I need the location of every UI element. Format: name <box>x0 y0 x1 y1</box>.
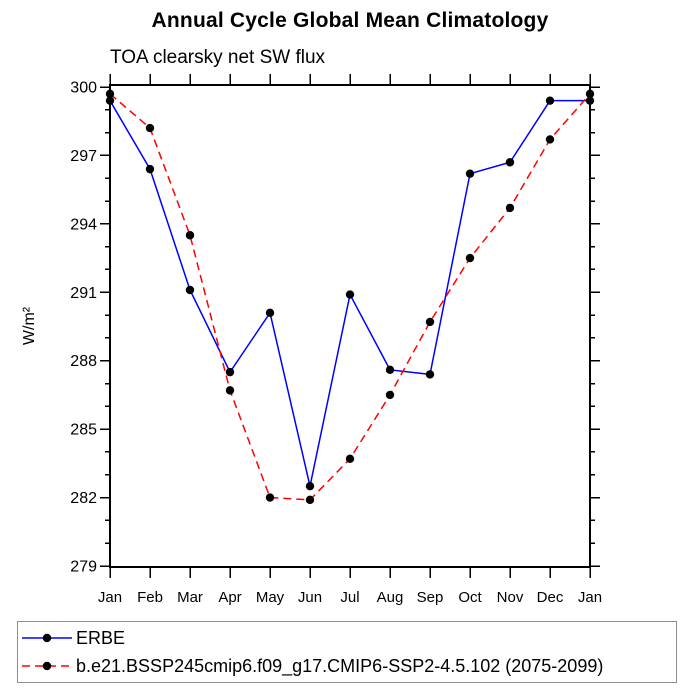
x-tick-label: Oct <box>458 589 482 606</box>
y-tick-label: 300 <box>70 80 97 97</box>
data-point <box>265 308 275 318</box>
legend-marker-dot <box>42 633 52 643</box>
y-axis-label: W/m² <box>21 306 38 345</box>
x-tick-label: Jun <box>298 589 322 606</box>
data-point <box>465 253 475 263</box>
x-tick-label: Apr <box>218 589 241 606</box>
data-point <box>185 285 195 295</box>
data-point <box>345 454 355 463</box>
data-point <box>385 390 395 400</box>
y-tick-label: 285 <box>70 422 97 439</box>
data-point <box>145 164 155 174</box>
y-tick-label: 291 <box>70 285 97 302</box>
data-point <box>225 367 235 377</box>
legend-label-model: b.e21.BSSP245cmip6.f09_g17.CMIP6-SSP2-4.… <box>76 655 604 676</box>
x-tick-label: Jan <box>578 589 602 606</box>
data-point <box>105 96 115 105</box>
x-tick-label: Aug <box>377 589 404 606</box>
x-tick-label: Sep <box>417 589 444 606</box>
legend-line-sample-dashed <box>22 661 72 671</box>
x-tick-label: Mar <box>177 589 203 606</box>
legend-item-erbe: ERBE <box>20 624 676 652</box>
data-point <box>185 231 195 240</box>
data-point <box>265 493 275 502</box>
data-point <box>585 89 595 99</box>
plot-box <box>109 84 591 568</box>
y-tick-label: 279 <box>70 559 97 576</box>
y-tick-label: 282 <box>70 490 97 507</box>
y-tick-label: 288 <box>70 353 97 370</box>
chart-subtitle: TOA clearsky net SW flux <box>110 47 326 68</box>
data-point <box>585 96 595 105</box>
data-point <box>305 495 315 505</box>
data-point <box>225 386 235 395</box>
legend-box: ERBE b.e21.BSSP245cmip6.f09_g17.CMIP6-SS… <box>17 621 677 683</box>
data-point <box>505 203 515 213</box>
data-point <box>465 169 475 178</box>
x-tick-label: Dec <box>537 589 564 606</box>
data-point <box>105 89 115 99</box>
line-chart-plot: 279 282 285 288 291 294 297 300 Jan Feb Mar Apr May J… <box>21 74 602 606</box>
legend-line-sample-solid <box>22 633 72 643</box>
data-point <box>145 123 155 133</box>
x-tick-label: Nov <box>497 589 524 606</box>
x-tick-label: May <box>256 589 285 606</box>
data-point <box>545 96 555 105</box>
legend-label-erbe: ERBE <box>76 627 126 648</box>
legend-item-model: b.e21.BSSP245cmip6.f09_g17.CMIP6-SSP2-4.… <box>20 652 676 680</box>
y-tick-label: 297 <box>70 148 97 165</box>
data-point <box>385 365 395 375</box>
y-tick-label: 294 <box>70 216 97 233</box>
data-point <box>505 158 515 167</box>
data-point <box>345 290 355 299</box>
data-point <box>305 481 315 491</box>
x-tick-label: Jan <box>98 589 122 606</box>
chart-title: Annual Cycle Global Mean Climatology <box>151 9 549 32</box>
data-point <box>425 317 435 327</box>
x-tick-label: Feb <box>137 589 163 606</box>
data-point <box>545 135 555 144</box>
legend-marker-dot <box>42 661 52 671</box>
data-point <box>425 370 435 379</box>
x-tick-label: Jul <box>340 589 359 606</box>
